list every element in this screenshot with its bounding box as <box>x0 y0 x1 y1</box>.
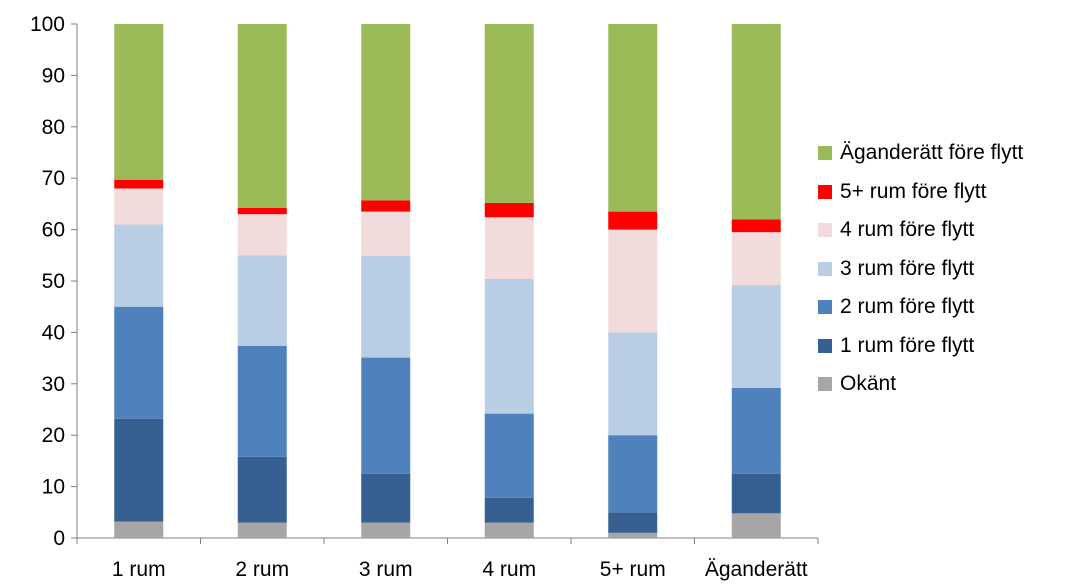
legend-item: 4 rum före flytt <box>818 211 1023 250</box>
bar-segment <box>114 418 164 522</box>
bar-segment <box>361 24 411 201</box>
legend-swatch <box>818 377 832 392</box>
bar-segment <box>484 202 534 218</box>
legend-item: 3 rum före flytt <box>818 250 1023 289</box>
y-tick-label: 90 <box>42 64 65 87</box>
x-tick-label: 2 rum <box>235 558 289 581</box>
legend-label: 3 rum före flytt <box>840 256 975 280</box>
y-tick-label: 10 <box>42 476 65 499</box>
bar-segment <box>237 255 287 346</box>
legend: Äganderätt före flytt 5+ rum före flytt 4 … <box>818 134 1023 404</box>
bar-segment <box>608 229 658 333</box>
y-tick-label: 50 <box>42 270 65 293</box>
legend-swatch <box>818 300 832 315</box>
legend-item: 1 rum före flytt <box>818 327 1023 366</box>
y-tick-label: 60 <box>42 219 65 242</box>
x-tick-label: 4 rum <box>482 558 536 581</box>
bar-segment <box>237 522 287 538</box>
y-tick-label: 40 <box>42 321 65 344</box>
bar-segment <box>608 532 658 538</box>
bar-segment <box>361 357 411 474</box>
bar-segment <box>237 345 287 457</box>
bar-segment <box>361 211 411 256</box>
bar-segment <box>731 387 781 474</box>
legend-item: 2 rum före flytt <box>818 288 1023 327</box>
bar-segment <box>114 224 164 307</box>
x-tick-label: 3 rum <box>359 558 413 581</box>
legend-swatch <box>818 184 832 199</box>
y-tick-label: 80 <box>42 116 65 139</box>
bar-segment <box>731 24 781 220</box>
legend-label: 4 rum före flytt <box>840 218 975 242</box>
bar-segment <box>237 24 287 209</box>
legend-swatch <box>818 261 832 276</box>
y-tick-label: 0 <box>53 527 65 550</box>
bar-segment <box>608 512 658 533</box>
x-tick-label: Äganderätt <box>705 558 808 581</box>
x-axis: 1 rum 2 rum 3 rum 4 rum 5+ rum Äganderätt <box>76 537 819 581</box>
bar-segment <box>608 211 658 230</box>
bar-segment <box>361 255 411 358</box>
legend-item: Äganderätt före flytt <box>818 134 1023 173</box>
y-tick-label: 30 <box>42 373 65 396</box>
bar-segment <box>484 24 534 203</box>
x-tick-label: 1 rum <box>112 558 166 581</box>
bar-segment <box>114 521 164 538</box>
bar-segment <box>114 179 164 189</box>
bar-segment <box>484 497 534 523</box>
legend-label: 2 rum före flytt <box>840 295 975 319</box>
legend-item: 5+ rum före flytt <box>818 173 1023 212</box>
bar-segment <box>608 332 658 436</box>
x-tick-label: 5+ rum <box>600 558 666 581</box>
bar-segment <box>731 473 781 514</box>
bar-segment <box>731 232 781 286</box>
y-tick-label: 20 <box>42 424 65 447</box>
y-tick-label: 70 <box>42 167 65 190</box>
bar-segment <box>361 200 411 212</box>
bar-segment <box>361 522 411 538</box>
bar-segment <box>731 219 781 233</box>
bar-segment <box>608 435 658 513</box>
bar-segment <box>114 188 164 225</box>
bars <box>114 24 781 538</box>
bar-segment <box>731 513 781 538</box>
bar-segment <box>484 413 534 498</box>
bar-segment <box>608 24 658 212</box>
bar-segment <box>114 24 164 180</box>
legend-swatch <box>818 338 832 353</box>
y-tick-label: 100 <box>30 13 65 36</box>
legend-swatch <box>818 223 832 238</box>
bar-segment <box>114 306 164 419</box>
bar-segment <box>237 456 287 523</box>
bar-segment <box>484 278 534 414</box>
y-axis: 0 10 20 30 40 50 60 70 80 90 100 <box>30 13 78 550</box>
legend-label: 5+ rum före flytt <box>840 179 987 203</box>
legend-label: 1 rum före flytt <box>840 333 975 357</box>
bar-segment <box>361 473 411 523</box>
bar-segment <box>237 208 287 215</box>
bar-segment <box>484 217 534 279</box>
legend-label: Äganderätt före flytt <box>840 141 1024 165</box>
bar-segment <box>484 522 534 538</box>
legend-swatch <box>818 146 832 161</box>
legend-label: Okänt <box>840 372 897 396</box>
legend-item: Okänt <box>818 365 1023 404</box>
bar-segment <box>731 285 781 388</box>
bar-segment <box>237 214 287 256</box>
